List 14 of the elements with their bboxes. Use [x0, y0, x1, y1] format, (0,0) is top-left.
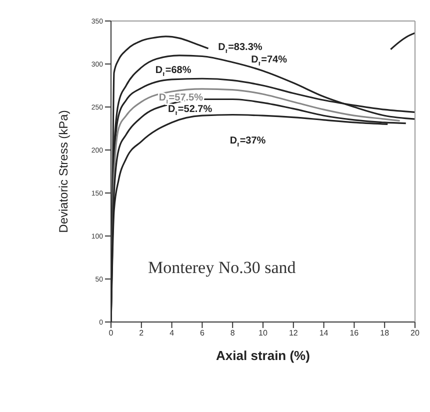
- x-tick-label: 2: [139, 328, 144, 338]
- x-tick-label: 6: [200, 328, 205, 338]
- y-axis-title: Deviatoric Stress (kPa): [56, 110, 70, 233]
- x-tick-label: 16: [350, 328, 360, 338]
- x-tick-label: 14: [319, 328, 329, 338]
- x-tick-label: 8: [230, 328, 236, 338]
- x-tick-label: 20: [410, 328, 420, 338]
- x-tick-label: 18: [380, 328, 390, 338]
- x-tick-label: 0: [108, 328, 114, 338]
- x-axis-title: Axial strain (%): [216, 348, 310, 363]
- x-tick-label: 10: [258, 328, 268, 338]
- x-tick-label: 12: [288, 328, 298, 338]
- x-tick-label: 4: [170, 328, 175, 338]
- annotation: Monterey No.30 sand: [148, 258, 296, 278]
